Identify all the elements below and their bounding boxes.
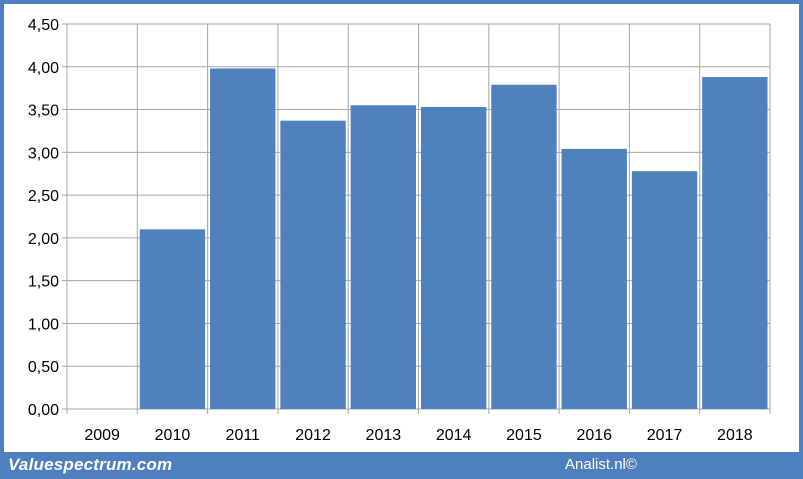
x-tick-label: 2016	[576, 427, 612, 444]
footer-brand-valuespectrum: Valuespectrum.com	[8, 455, 173, 474]
bar-2015	[491, 84, 557, 409]
y-tick-label: 2,50	[28, 188, 59, 205]
bar-2012	[280, 120, 346, 409]
bar-2017	[631, 171, 698, 409]
x-tick-label: 2012	[295, 427, 331, 444]
bar-2010	[139, 229, 206, 409]
y-tick-label: 1,50	[28, 274, 59, 291]
x-tick-label: 2011	[226, 427, 261, 444]
bar-2011	[210, 68, 276, 409]
footer-brand-analist: Analist.nl©	[565, 456, 637, 473]
y-tick-label: 4,50	[28, 17, 59, 34]
y-tick-label: 0,50	[28, 359, 59, 376]
y-tick-label: 2,00	[28, 231, 59, 248]
bar-2014	[420, 106, 487, 409]
x-tick-label: 2018	[717, 427, 753, 444]
x-tick-label: 2017	[647, 427, 683, 444]
y-tick-label: 3,50	[28, 103, 59, 120]
bar-2018	[702, 77, 768, 410]
chart-panel: 0,00 0,50 1,00 1,50 2,00 2,50 3,00 3,50 4,00 4,50…	[4, 4, 799, 452]
bar-chart: 0,00 0,50 1,00 1,50 2,00 2,50 3,00 3,50 4,00 4,50…	[28, 17, 771, 444]
x-tick-label: 2015	[506, 427, 542, 444]
x-tick-label: 2014	[436, 427, 472, 444]
y-tick-label: 0,00	[28, 402, 59, 419]
bar-2016	[561, 148, 627, 409]
x-tick-label: 2013	[366, 427, 402, 444]
y-tick-label: 3,00	[28, 145, 59, 162]
x-tick-label: 2009	[84, 427, 120, 444]
y-tick-label: 4,00	[28, 60, 59, 77]
x-tick-label: 2010	[155, 427, 191, 444]
bar-2013	[350, 105, 417, 410]
y-tick-label: 1,00	[28, 316, 59, 333]
